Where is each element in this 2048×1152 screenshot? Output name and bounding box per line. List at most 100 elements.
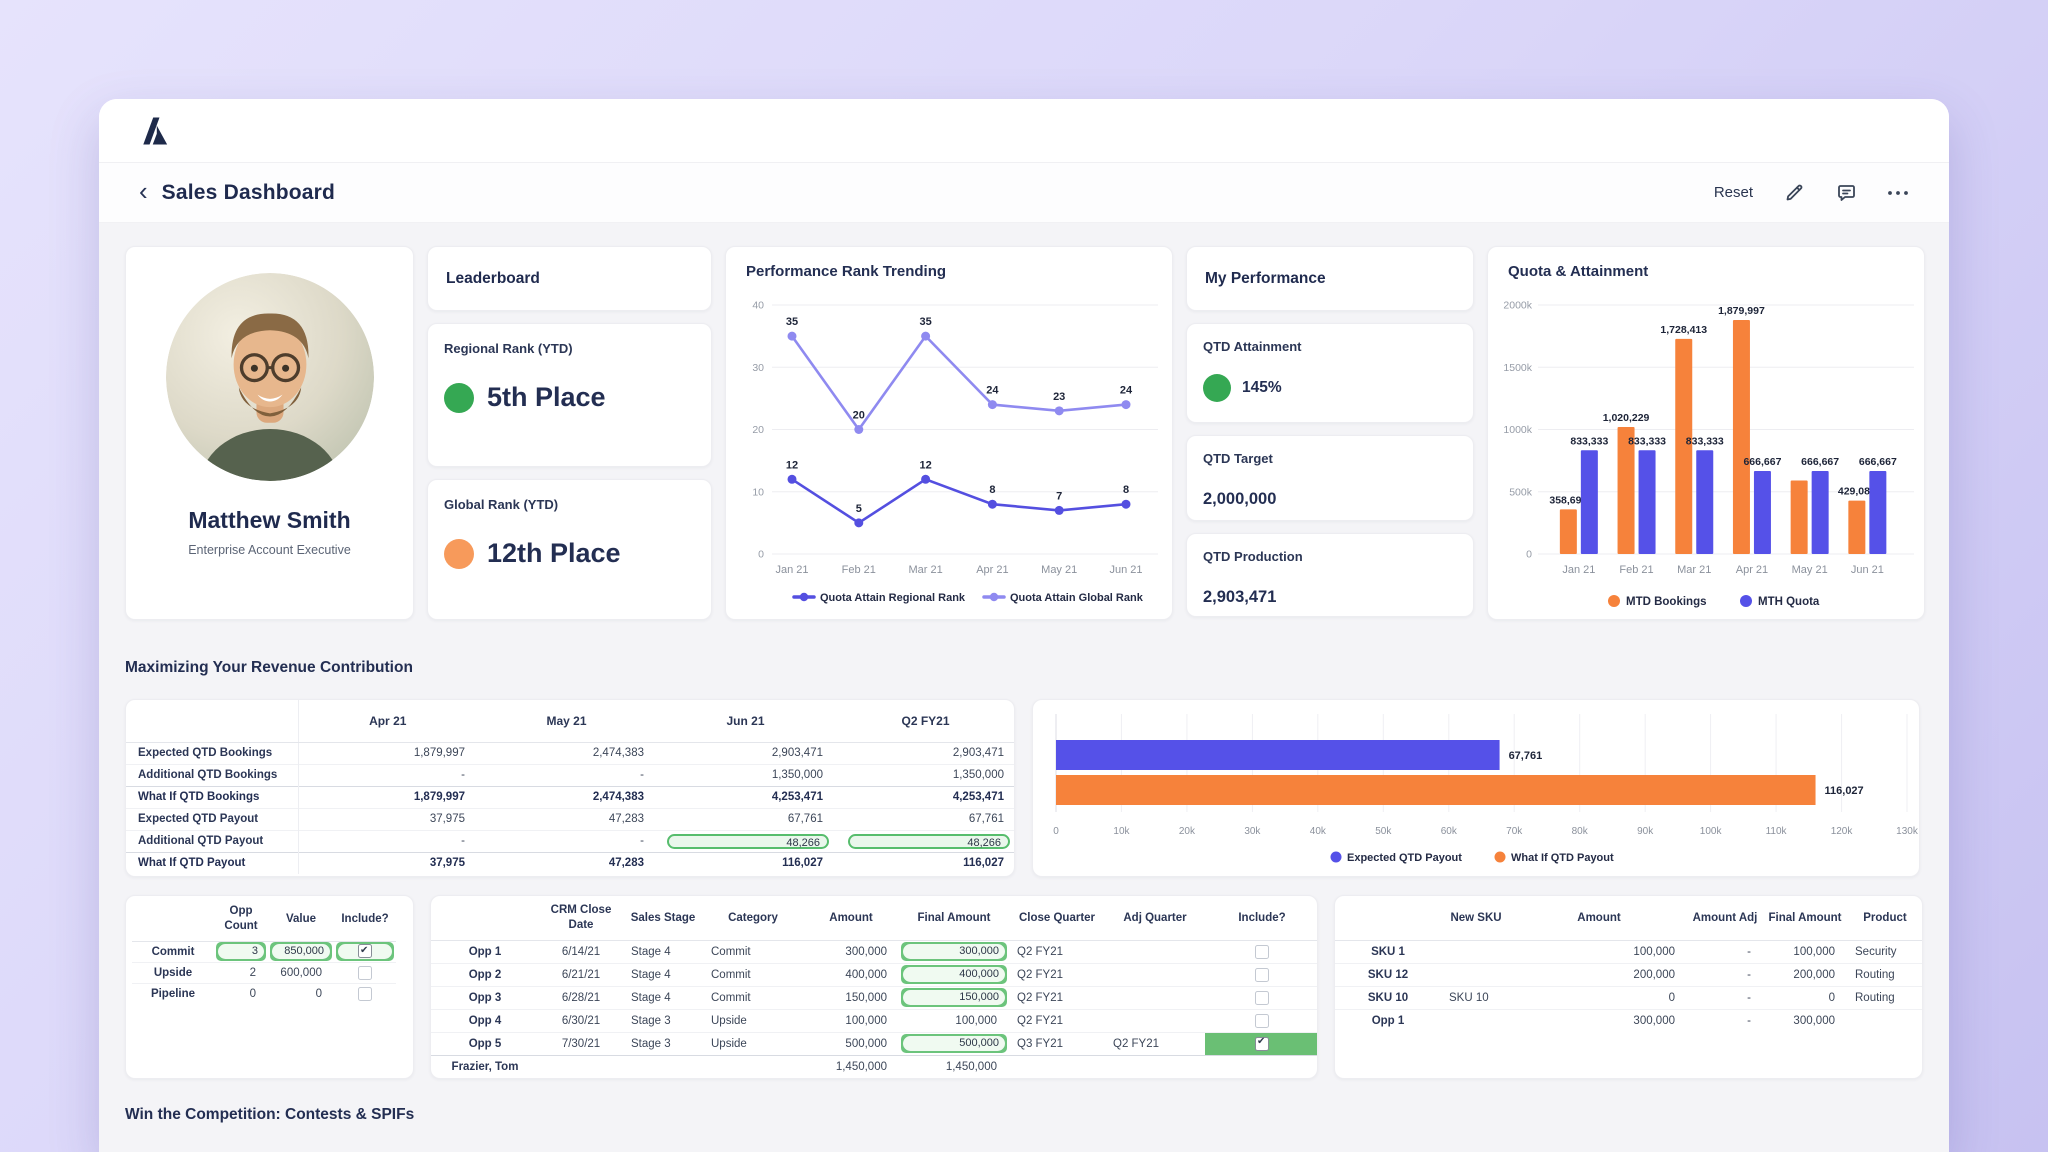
cell-include[interactable] xyxy=(1205,1032,1317,1055)
cell-adj-quarter[interactable]: Q2 FY21 xyxy=(1113,1037,1160,1050)
editable-value-pill[interactable]: 300,000 xyxy=(903,944,1005,959)
cell-category: Commit xyxy=(711,968,751,981)
editable-value-pill[interactable]: 48,266 xyxy=(848,833,1010,849)
svg-text:Quota Attain Global Rank: Quota Attain Global Rank xyxy=(1010,592,1144,604)
svg-text:12: 12 xyxy=(786,459,798,471)
cell-apr-21: 37,975 xyxy=(429,857,465,870)
cell-final-amount[interactable]: 300,000 xyxy=(899,940,1009,963)
highlight-cell[interactable] xyxy=(336,942,394,961)
cell[interactable] xyxy=(334,941,396,962)
back-button[interactable]: ‹ xyxy=(139,175,148,206)
qtd-production-label: QTD Production xyxy=(1203,549,1303,564)
cell-new-sku[interactable]: SKU 10 xyxy=(1449,991,1489,1004)
cell-new-sku xyxy=(1441,963,1511,986)
cell-amount: 400,000 xyxy=(845,968,887,981)
cell-jun-21[interactable]: 48,266 xyxy=(656,830,835,852)
include-checkbox[interactable] xyxy=(358,943,372,959)
cell-final-amount[interactable]: 150,000 xyxy=(899,986,1009,1009)
cell-product: Security xyxy=(1855,945,1897,958)
editable-value-pill[interactable]: 150,000 xyxy=(903,990,1005,1005)
cell-include[interactable] xyxy=(1205,963,1317,986)
svg-text:35: 35 xyxy=(919,316,931,328)
crm-table-card: CRM Close Date Sales Stage Category Amount F… xyxy=(430,895,1318,1079)
cell-final-amount: 200,000 xyxy=(1793,968,1835,981)
sku-table: New SKU Amount Amount Adj Final Amount Produ… xyxy=(1335,896,1922,1032)
row-label: SKU 10 xyxy=(1367,991,1409,1004)
table-row: What If QTD Payout 37,975 47,283 116,027 116… xyxy=(126,852,1014,874)
quota-attainment-card: Quota & Attainment 0 500k 1000k 1500k 2000k J… xyxy=(1487,246,1925,620)
svg-text:2000k: 2000k xyxy=(1503,300,1532,312)
cell-q2-fy21: 67,761 xyxy=(968,813,1004,825)
editable-value-pill[interactable]: 850,000 xyxy=(272,944,330,959)
cell xyxy=(334,983,396,1004)
svg-text:666,667: 666,667 xyxy=(1801,456,1839,468)
edit-pencil-icon[interactable] xyxy=(1783,182,1805,204)
table-row: Opp 1 300,000 - 300,000 xyxy=(1335,1009,1922,1032)
column-header: Final Amount xyxy=(1763,896,1847,941)
cell-amount-adj: - xyxy=(1747,968,1751,981)
svg-text:30: 30 xyxy=(752,362,764,374)
cell-close-quarter: Q3 FY21 xyxy=(1017,1037,1064,1050)
cell[interactable]: 3 xyxy=(214,941,268,962)
more-ellipsis-icon[interactable] xyxy=(1887,182,1909,204)
cell-apr-21: 1,879,997 xyxy=(413,791,465,803)
include-checkbox[interactable] xyxy=(1255,990,1269,1005)
highlight-cell[interactable]: 3 xyxy=(216,942,266,961)
highlight-cell[interactable]: 150,000 xyxy=(901,988,1007,1007)
include-checkbox[interactable] xyxy=(1255,1013,1269,1028)
editable-value-pill[interactable]: 400,000 xyxy=(903,967,1005,982)
svg-text:Mar 21: Mar 21 xyxy=(908,564,942,576)
svg-text:70k: 70k xyxy=(1506,826,1523,837)
cell-final-amount[interactable]: 400,000 xyxy=(899,963,1009,986)
table-row: Commit 3 850,000 xyxy=(132,941,396,962)
svg-text:1,728,413: 1,728,413 xyxy=(1660,324,1707,336)
editable-value-pill[interactable]: 48,266 xyxy=(667,833,829,849)
cell-product xyxy=(1847,1009,1922,1032)
reset-button[interactable]: Reset xyxy=(1713,184,1753,201)
cell-apr-21: - xyxy=(461,835,465,847)
cell-include[interactable] xyxy=(1205,986,1317,1009)
include-checkbox[interactable] xyxy=(1255,1036,1269,1051)
svg-text:Jun 21: Jun 21 xyxy=(1851,564,1884,576)
regional-rank-card: Regional Rank (YTD) 5th Place xyxy=(427,323,712,467)
qtd-production-card: QTD Production 2,903,471 xyxy=(1186,533,1474,617)
include-checkbox[interactable] xyxy=(1255,967,1269,982)
cell-amount: 1,450,000 xyxy=(835,1060,887,1073)
my-performance-title: My Performance xyxy=(1186,246,1474,311)
cell-q2-fy21[interactable]: 48,266 xyxy=(835,830,1014,852)
include-checkbox[interactable] xyxy=(358,986,372,1001)
cell-may-21: - xyxy=(640,835,644,847)
highlight-cell[interactable]: 300,000 xyxy=(901,942,1007,961)
editable-value-pill[interactable]: 3 xyxy=(218,944,264,959)
editable-value-pill[interactable]: 500,000 xyxy=(903,1036,1005,1051)
cell-amount: 300,000 xyxy=(845,945,887,958)
table-row: Additional QTD Bookings - - 1,350,000 1,350,… xyxy=(126,764,1014,786)
highlight-cell[interactable]: 850,000 xyxy=(270,942,332,961)
cell[interactable]: 850,000 xyxy=(268,941,334,962)
include-checkbox[interactable] xyxy=(1255,944,1269,959)
cell-final-amount[interactable]: 500,000 xyxy=(899,1032,1009,1055)
highlight-cell[interactable]: 400,000 xyxy=(901,965,1007,984)
orange-dot-icon xyxy=(444,538,474,569)
cell-sales-stage: Stage 4 xyxy=(631,945,671,958)
row-label: Opp 2 xyxy=(468,968,502,981)
table-row: Opp 4 6/30/21 Stage 3 Upside 100,000 100,000 Q… xyxy=(431,1009,1317,1032)
cell-include[interactable] xyxy=(1205,940,1317,963)
editable-value-pill[interactable] xyxy=(338,943,392,959)
table-row: Frazier, Tom 1,450,000 1,450,000 xyxy=(431,1055,1317,1078)
svg-text:500k: 500k xyxy=(1509,486,1533,498)
cell-amount: 0 xyxy=(1668,991,1675,1004)
revenue-section-heading: Maximizing Your Revenue Contribution xyxy=(125,659,413,676)
cell-amount: 100,000 xyxy=(845,1014,887,1027)
cell-sales-stage: Stage 3 xyxy=(631,1014,671,1027)
rank-trending-title: Performance Rank Trending xyxy=(746,263,947,280)
svg-text:1000k: 1000k xyxy=(1503,424,1532,436)
table-row: What If QTD Bookings 1,879,997 2,474,383 4,… xyxy=(126,786,1014,808)
comment-icon[interactable] xyxy=(1835,182,1857,204)
cell-q2-fy21: 2,903,471 xyxy=(952,747,1004,759)
svg-text:8: 8 xyxy=(1123,484,1129,496)
cell-include[interactable] xyxy=(1205,1009,1317,1032)
include-checkbox[interactable] xyxy=(358,965,372,980)
highlight-cell[interactable]: 500,000 xyxy=(901,1034,1007,1053)
row-label: Commit xyxy=(151,945,195,958)
